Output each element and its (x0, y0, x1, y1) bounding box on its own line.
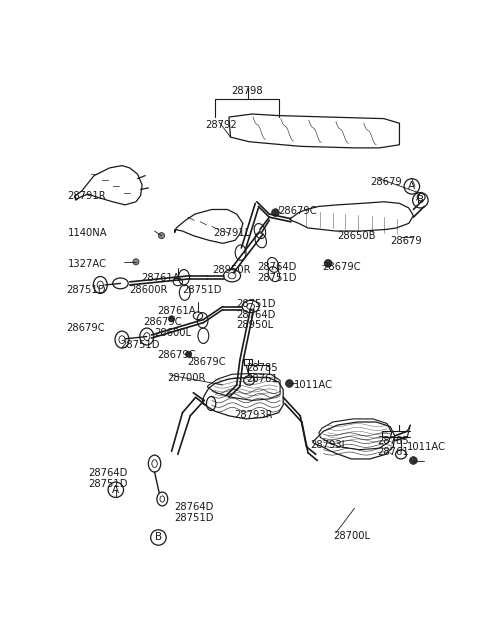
Text: 28600L: 28600L (155, 328, 192, 338)
Text: 28798: 28798 (232, 86, 264, 96)
Circle shape (186, 351, 192, 358)
Circle shape (272, 209, 279, 216)
Text: 1140NA: 1140NA (68, 228, 108, 238)
Text: 28761A: 28761A (157, 306, 196, 317)
Text: 28791R: 28791R (68, 191, 107, 201)
Text: 28679C: 28679C (144, 317, 182, 327)
Text: 28764D: 28764D (174, 502, 213, 512)
Text: 28764D: 28764D (237, 309, 276, 320)
Text: 28751D: 28751D (237, 299, 276, 309)
Text: 1327AC: 1327AC (68, 259, 107, 269)
Text: 28650B: 28650B (337, 231, 376, 241)
Text: 28679: 28679 (370, 177, 402, 187)
Circle shape (409, 456, 417, 464)
Text: 1011AC: 1011AC (407, 442, 446, 452)
Text: 28791L: 28791L (214, 228, 251, 238)
Text: 28751D: 28751D (174, 513, 214, 523)
Text: 28751D: 28751D (182, 285, 222, 295)
Text: B: B (417, 195, 424, 205)
Circle shape (168, 316, 175, 322)
Text: A: A (408, 182, 415, 191)
Text: 28761: 28761 (246, 374, 278, 385)
Text: 28761: 28761 (378, 447, 409, 456)
Text: 28700R: 28700R (167, 373, 205, 383)
Text: 28751D: 28751D (66, 285, 106, 295)
Circle shape (286, 379, 293, 387)
Circle shape (158, 232, 165, 239)
Text: 28679C: 28679C (322, 262, 360, 272)
Text: 28950R: 28950R (212, 265, 251, 275)
Text: 28785: 28785 (246, 363, 277, 374)
Text: 28751D: 28751D (120, 340, 160, 351)
Text: 28793L: 28793L (311, 440, 348, 451)
Text: 28679C: 28679C (157, 350, 196, 360)
Text: 28950L: 28950L (237, 320, 274, 331)
Text: B: B (155, 532, 162, 542)
Text: 28679C: 28679C (278, 206, 317, 216)
Text: 28679: 28679 (390, 236, 422, 246)
Text: 28679C: 28679C (187, 358, 226, 367)
Text: 28700L: 28700L (333, 532, 370, 541)
Text: 28792: 28792 (206, 120, 238, 130)
Text: 28764D: 28764D (88, 468, 127, 478)
Circle shape (133, 259, 139, 265)
Text: 1011AC: 1011AC (294, 381, 333, 390)
Text: 28679C: 28679C (66, 324, 105, 333)
Text: 28785: 28785 (378, 436, 409, 446)
Text: 28761A: 28761A (142, 273, 180, 282)
Text: 28764D: 28764D (258, 262, 297, 272)
Text: 28751D: 28751D (88, 479, 127, 489)
Text: 28751D: 28751D (258, 273, 297, 282)
Circle shape (324, 259, 332, 267)
Text: 28600R: 28600R (130, 285, 168, 295)
Text: 28793R: 28793R (234, 410, 273, 420)
Text: A: A (112, 485, 120, 495)
